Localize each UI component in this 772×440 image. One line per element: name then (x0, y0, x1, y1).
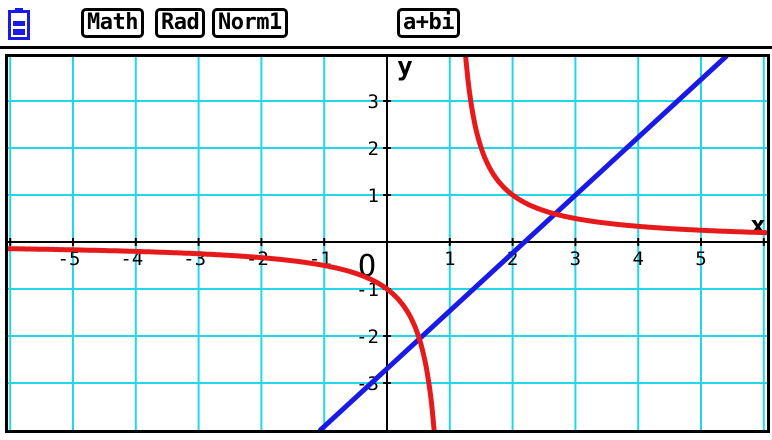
line-graph (317, 57, 729, 430)
y-tick-label: 1 (368, 185, 379, 207)
complex-mode-badge: a+bi (397, 8, 460, 38)
graph-frame (5, 54, 770, 433)
battery-icon (8, 8, 30, 40)
y-tick-label: 3 (368, 91, 379, 113)
hyperbola-right-branch (463, 57, 767, 236)
y-tick-label: -1 (356, 279, 379, 301)
x-tick-label: 1 (444, 248, 455, 270)
status-bar: Math Rad Norm1 a+bi (0, 0, 772, 46)
x-tick-label: 4 (632, 248, 643, 270)
x-tick-label: 2 (507, 248, 518, 270)
x-axis-label: x (750, 211, 766, 241)
angle-mode-badge: Rad (155, 8, 206, 38)
x-tick-label: 5 (695, 248, 706, 270)
y-tick-label: -2 (356, 326, 379, 348)
y-axis-label: y (397, 52, 413, 82)
x-tick-label: 3 (570, 248, 581, 270)
math-mode-badge: Math (81, 8, 144, 38)
y-tick-label: 2 (368, 138, 379, 160)
display-mode-badge: Norm1 (212, 8, 288, 38)
status-bar-divider (0, 46, 772, 49)
hyperbola-left-branch (8, 246, 437, 430)
x-tick-label: -5 (58, 248, 81, 270)
graph-curves (8, 57, 767, 430)
